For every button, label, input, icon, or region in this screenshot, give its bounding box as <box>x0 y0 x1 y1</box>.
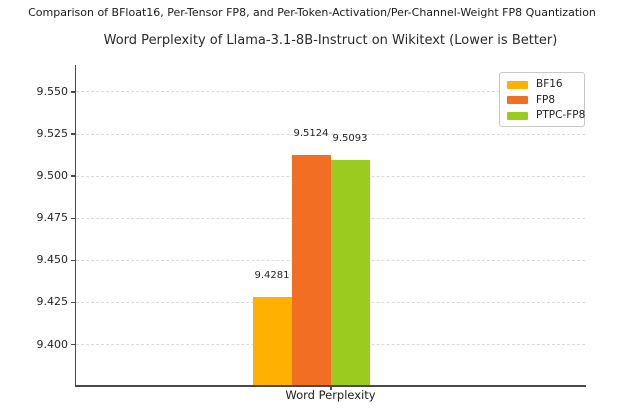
y-axis-tick-mark <box>71 343 76 346</box>
bar-value-label: 9.4281 <box>254 270 290 282</box>
y-axis-tick-label: 9.525 <box>36 127 69 141</box>
bar-ptpc-fp8 <box>330 160 370 385</box>
legend-label: BF16 <box>536 78 563 90</box>
legend-swatch-ptpc-fp8 <box>507 111 528 120</box>
x-axis-tick-mark <box>330 386 332 390</box>
bar-value-label: 9.5093 <box>332 133 368 145</box>
y-axis-tick-label: 9.500 <box>36 169 69 183</box>
legend: BF16 FP8 PTPC-FP8 <box>499 72 585 127</box>
y-axis-spine <box>74 65 76 386</box>
bar-bf16 <box>252 297 292 385</box>
legend-item-fp8: FP8 <box>507 94 580 107</box>
legend-item-bf16: BF16 <box>507 78 580 91</box>
y-axis-tick-mark <box>71 175 76 177</box>
y-axis-tick-label: 9.450 <box>36 253 69 267</box>
y-axis-tick-mark <box>71 91 76 93</box>
figure-suptitle: Comparison of BFloat16, Per-Tensor FP8, … <box>28 6 596 19</box>
y-axis-tick-label: 9.425 <box>36 295 69 309</box>
y-axis-tick-mark <box>71 133 76 135</box>
y-axis-tick-label: 9.550 <box>36 84 69 98</box>
x-axis-label: Word Perplexity <box>285 388 376 402</box>
legend-item-ptpc-fp8: PTPC-FP8 <box>507 109 585 122</box>
bar-value-label: 9.5124 <box>293 128 329 140</box>
y-axis-tick-label: 9.475 <box>36 211 69 225</box>
legend-swatch-fp8 <box>507 96 528 104</box>
legend-swatch-bf16 <box>507 80 528 89</box>
chart-title: Word Perplexity of Llama-3.1-8B-Instruct… <box>103 33 558 48</box>
legend-label: PTPC-FP8 <box>536 109 586 121</box>
gridline <box>76 91 585 93</box>
x-axis-spine <box>74 384 586 387</box>
y-axis-tick-mark <box>71 301 76 304</box>
y-axis-tick-mark <box>71 217 76 219</box>
bar-fp8 <box>291 155 331 385</box>
y-axis-tick-mark <box>71 259 76 262</box>
legend-label: FP8 <box>536 93 556 106</box>
y-axis-tick-label: 9.400 <box>36 337 69 351</box>
gridline <box>76 133 585 135</box>
